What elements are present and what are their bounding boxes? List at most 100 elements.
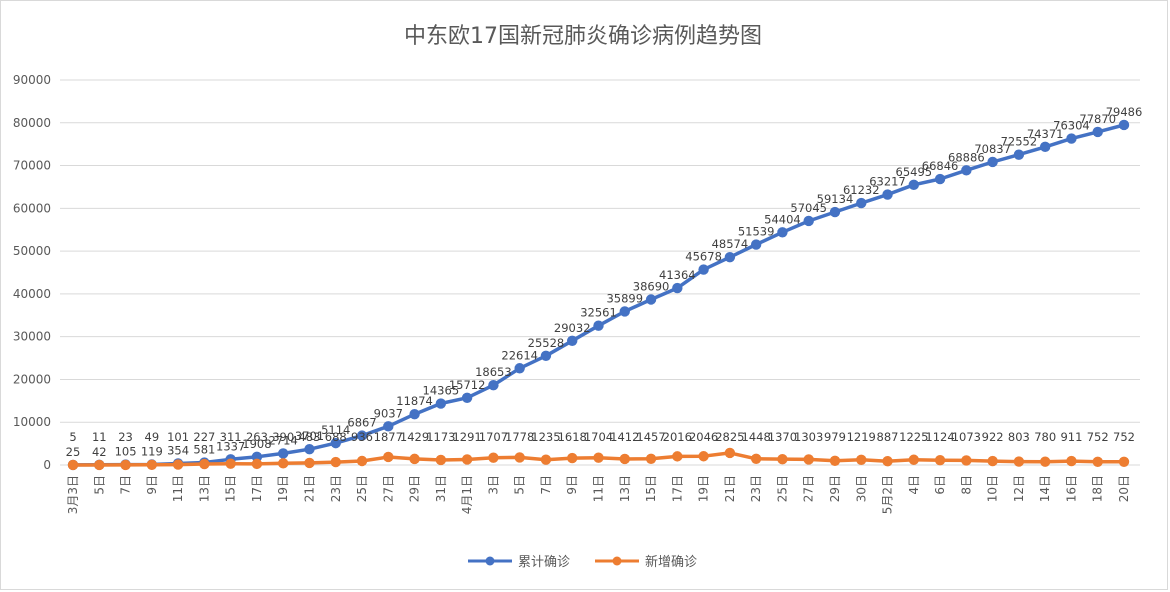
- data-label: 483: [298, 430, 320, 444]
- legend-marker-cumulative: [485, 556, 495, 566]
- data-point: [435, 454, 447, 466]
- data-label: 11: [92, 430, 107, 444]
- x-tick-label: 16日: [1064, 475, 1078, 502]
- data-point: [488, 452, 499, 463]
- series-new: 5 11 23 49 101 227 311 263 390 483 688 936 187714291…: [67, 430, 1135, 471]
- y-tick-label: 70000: [13, 159, 51, 173]
- data-point: [593, 320, 604, 331]
- data-point: [672, 451, 683, 462]
- data-label: 119: [141, 444, 163, 458]
- data-label: 1707: [479, 430, 508, 444]
- data-label: 1908: [242, 437, 271, 451]
- data-point: [1066, 455, 1077, 467]
- data-label: 1778: [505, 430, 534, 444]
- data-label: 54404: [764, 212, 801, 226]
- data-point: [356, 455, 368, 467]
- data-point: [934, 173, 946, 185]
- data-label: 61232: [843, 183, 880, 197]
- data-label: 6867: [347, 416, 376, 430]
- x-tick-label: 14日: [1038, 475, 1052, 502]
- data-point: [987, 455, 998, 467]
- x-tick-label: 9日: [145, 475, 159, 495]
- data-point: [172, 459, 184, 470]
- data-label: 780: [1034, 430, 1056, 444]
- gridlines: [60, 79, 1140, 466]
- x-tick-label: 20日: [1117, 475, 1131, 502]
- data-label: 2016: [663, 430, 692, 444]
- data-point: [409, 409, 420, 420]
- data-point: [803, 454, 814, 465]
- data-label: 887: [877, 430, 899, 444]
- data-label: 22614: [501, 348, 538, 362]
- data-point: [672, 282, 683, 294]
- data-point: [278, 458, 289, 469]
- data-point: [987, 156, 998, 168]
- data-label: 752: [1113, 430, 1135, 444]
- data-point: [1092, 456, 1103, 467]
- data-point: [724, 447, 736, 459]
- data-point: [567, 335, 578, 347]
- x-tick-label: 15日: [644, 475, 658, 502]
- x-tick-label: 19日: [697, 475, 711, 502]
- x-tick-label: 11日: [592, 475, 606, 502]
- data-label: 41364: [659, 268, 696, 282]
- x-axis: 3月3日 5日 7日 9日 11日 13日 15日 17日 19日 21日 23日 25日 27日 29日…: [66, 475, 1131, 514]
- data-label: 1073: [952, 430, 981, 444]
- data-label: 1219: [847, 430, 876, 444]
- data-point: [514, 452, 525, 463]
- data-label: 911: [1060, 430, 1082, 444]
- data-point: [199, 458, 210, 470]
- data-point: [961, 165, 972, 176]
- data-label: 2714: [269, 433, 298, 447]
- data-point: [120, 459, 131, 471]
- data-point: [882, 456, 893, 467]
- data-point: [1092, 126, 1103, 138]
- y-axis: 0 10000 20000 30000 40000 50000 60000 70000 8000…: [13, 73, 51, 472]
- data-label: 15712: [449, 378, 486, 392]
- data-point: [803, 215, 814, 227]
- x-tick-label: 11日: [171, 475, 185, 502]
- data-point: [750, 239, 762, 250]
- data-label: 1877: [374, 430, 403, 444]
- x-tick-label: 21日: [302, 475, 316, 502]
- data-label: 5114: [321, 423, 350, 437]
- legend-marker-new: [612, 556, 622, 566]
- x-tick-label: 27日: [802, 475, 816, 502]
- data-label: 1337: [216, 439, 245, 453]
- data-point: [882, 189, 893, 200]
- x-tick-label: 21日: [723, 475, 737, 502]
- data-point: [94, 459, 105, 471]
- x-tick-label: 17日: [670, 475, 684, 502]
- x-tick-label: 9日: [565, 475, 579, 495]
- data-label: 1704: [584, 430, 613, 444]
- data-label: 1124: [925, 430, 954, 444]
- data-point: [435, 398, 447, 409]
- data-point: [593, 452, 604, 463]
- data-point: [908, 454, 919, 465]
- data-point: [251, 458, 263, 470]
- data-label: 1173: [426, 430, 455, 444]
- data-point: [330, 456, 341, 468]
- data-label: 11874: [396, 394, 433, 408]
- y-tick-label: 20000: [13, 372, 51, 386]
- data-point: [461, 454, 473, 465]
- x-tick-label: 5日: [513, 475, 527, 495]
- x-tick-label: 5日: [92, 475, 106, 495]
- data-label: 79486: [1106, 105, 1143, 119]
- data-point: [383, 451, 394, 463]
- data-label: 1448: [742, 430, 771, 444]
- y-tick-label: 50000: [13, 244, 51, 258]
- x-tick-label: 29日: [828, 475, 842, 502]
- data-label: 1235: [531, 430, 560, 444]
- data-point: [1039, 141, 1051, 153]
- data-label: 354: [167, 443, 189, 457]
- x-tick-label: 23日: [329, 475, 343, 502]
- x-tick-label: 7日: [539, 475, 553, 495]
- data-point: [1118, 119, 1130, 131]
- data-point: [698, 264, 709, 275]
- y-tick-label: 40000: [13, 287, 51, 301]
- x-tick-label: 12日: [1012, 475, 1026, 502]
- data-point: [724, 252, 736, 263]
- data-point: [330, 437, 341, 449]
